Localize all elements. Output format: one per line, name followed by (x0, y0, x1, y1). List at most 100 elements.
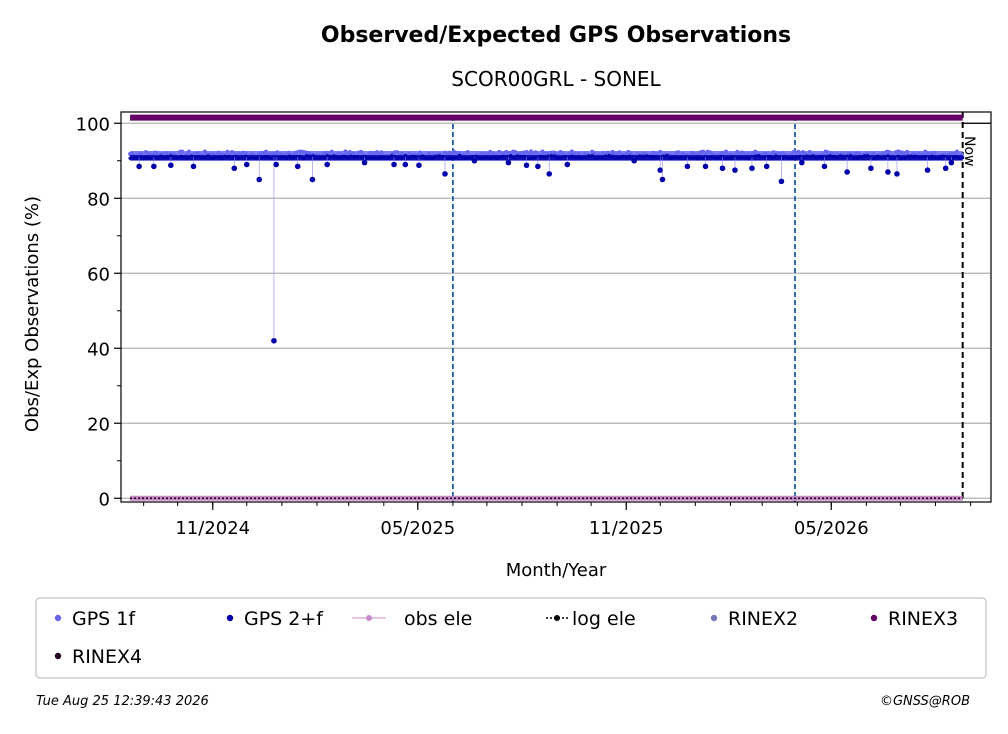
gps-2f-point (672, 155, 676, 159)
gps-2f-point (719, 154, 723, 159)
gps-2f-point (903, 156, 907, 160)
gps-2f-point (308, 154, 312, 158)
gps-2f-point (213, 155, 217, 159)
gps-2f-point (886, 154, 890, 158)
gps-2f-point (349, 154, 353, 158)
gps-2f-point (889, 156, 893, 160)
gps-2f-point (604, 154, 608, 158)
gps-2f-point (808, 154, 812, 158)
gps-2f-point (468, 156, 472, 160)
gps-2f-point (332, 154, 336, 158)
gps-2f-point (427, 156, 431, 160)
gps-2f-point (590, 154, 594, 158)
y-tick-label: 100 (76, 114, 110, 135)
gps-2f-point (444, 156, 448, 161)
gps-2f-point (689, 156, 693, 160)
gps-2f-point (862, 153, 866, 158)
gps-1f-point (180, 149, 185, 154)
gps-2f-point (828, 154, 832, 158)
gps-2f-point (410, 154, 414, 158)
legend-marker (54, 614, 62, 622)
gps-1f-point (243, 151, 248, 156)
gps-1f-point (359, 149, 364, 154)
gps-2f-point (682, 156, 686, 160)
gps-2f-point (573, 155, 577, 160)
gps-2f-point (723, 156, 727, 160)
gps-2f-point (305, 154, 309, 158)
gps-2f-point (855, 156, 859, 160)
gps-1f-point (395, 150, 400, 155)
gps-1f-point (572, 151, 577, 156)
gps-2f-point (553, 154, 557, 158)
gps-2f-point (223, 154, 227, 158)
gps-2f-point (193, 156, 197, 160)
gps-2f-point (345, 156, 350, 160)
chart-svg: Observed/Expected GPS Observations SCOR0… (22, 23, 992, 679)
gps-2f-point (318, 155, 322, 160)
gps-2f-point (420, 154, 424, 158)
plot-frame (120, 111, 992, 503)
gps-1f-point (807, 149, 812, 154)
legend-label: log ele (572, 608, 636, 630)
gps-2f-point (560, 156, 564, 160)
gps-2f-point (648, 154, 652, 158)
gps-2f-point (434, 154, 438, 158)
gps-2f-point (352, 155, 356, 159)
gps-2f-point (641, 154, 645, 158)
gps-1f-point (723, 149, 728, 154)
legend-label: obs ele (404, 608, 472, 630)
gps-1f-point (871, 151, 876, 156)
gps-2f-point (628, 154, 632, 158)
gps-2f-point (675, 155, 679, 159)
gps-2f-point (933, 156, 938, 160)
gps-1f-point (658, 149, 663, 154)
gps-2f-point (182, 155, 187, 159)
y-axis-label: Obs/Exp Observations (%) (22, 196, 43, 432)
gps-2f-point (478, 156, 482, 160)
gps-2f-point (821, 155, 825, 159)
gps-1f-point (186, 149, 191, 154)
gps-2f-point (271, 156, 275, 161)
gps-2f-point (403, 154, 407, 158)
gps-2f-dip-point (659, 176, 666, 183)
gps-2f-point (328, 154, 333, 159)
gps-2f-dip-point (416, 162, 422, 169)
gps-2f-point (359, 155, 363, 160)
gps-2f-point (712, 155, 717, 160)
gps-2f-point (301, 156, 305, 160)
gps-2f-point (492, 155, 496, 159)
gps-2f-point (264, 154, 268, 158)
gps-2f-point (498, 155, 503, 159)
gps-2f-dip-point (168, 162, 174, 169)
gps-2f-point (447, 156, 452, 161)
legend-label: RINEX3 (888, 608, 958, 630)
gps-2f-point (563, 154, 567, 159)
gps-1f-point (955, 149, 960, 154)
gps-2f-point (261, 155, 265, 159)
gps-2f-point (227, 154, 231, 159)
gps-2f-point (376, 156, 380, 160)
gps-2f-point (566, 156, 571, 160)
gps-1f-point (286, 150, 291, 155)
y-tick-label: 40 (87, 339, 110, 360)
gps-2f-point (362, 155, 367, 159)
gps-2f-point (284, 156, 288, 161)
gps-2f-point (617, 155, 622, 160)
gps-2f-point (835, 155, 839, 159)
gps-2f-point (763, 155, 768, 159)
x-axis-label: Month/Year (506, 560, 607, 581)
gps-2f-point (872, 156, 876, 160)
gps-2f-point (522, 154, 526, 158)
gps-2f-point (876, 154, 880, 158)
gps-1f-point (225, 149, 230, 154)
gps-2f-point (607, 153, 611, 158)
gps-2f-point (746, 156, 751, 160)
gps-2f-point (668, 156, 673, 160)
gps-2f-point (879, 156, 883, 160)
gps-2f-point (893, 156, 897, 160)
gps-2f-point (780, 156, 785, 160)
gps-1f-point (375, 150, 380, 155)
gps-2f-point (692, 156, 696, 160)
gps-2f-point (488, 156, 492, 160)
gps-2f-dip-point (844, 169, 850, 175)
